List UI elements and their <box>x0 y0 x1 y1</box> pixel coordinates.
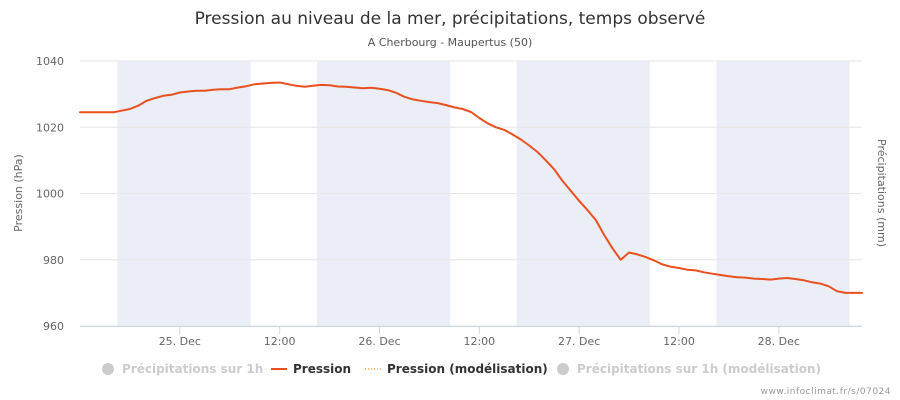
legend-item[interactable]: Précipitations sur 1h <box>122 362 263 376</box>
y-tick-label: 980 <box>43 254 64 267</box>
y-axis-ticks: 960 980 1000 1020 1040 <box>36 55 64 333</box>
y-axis-right-title: Précipitations (mm) <box>875 139 888 247</box>
chart-subtitle: A Cherbourg - Maupertus (50) <box>368 36 533 49</box>
series-layer <box>79 81 863 294</box>
legend-circle-icon <box>557 363 569 375</box>
y-tick-label: 1000 <box>36 188 64 201</box>
legend-item[interactable]: Pression (modélisation) <box>387 362 548 376</box>
series-line-pression[interactable] <box>79 81 863 294</box>
x-tick-label: 26. Dec <box>358 335 400 348</box>
x-tick-label: 25. Dec <box>159 335 201 348</box>
legend-circle-icon <box>102 363 114 375</box>
chart-title: Pression au niveau de la mer, précipitat… <box>195 9 706 29</box>
y-tick-label: 960 <box>43 320 64 333</box>
x-tick-label: 12:00 <box>264 335 296 348</box>
grid-lines <box>80 60 862 327</box>
y-tick-label: 1040 <box>36 55 64 68</box>
y-tick-label: 1020 <box>36 121 64 134</box>
x-tick-label: 12:00 <box>663 335 695 348</box>
y-axis-left-title: Pression (hPa) <box>12 154 25 232</box>
x-tick-label: 12:00 <box>463 335 495 348</box>
x-tick-label: 27. Dec <box>558 335 600 348</box>
legend-item[interactable]: Pression <box>293 362 351 376</box>
legend-item[interactable]: Précipitations sur 1h (modélisation) <box>577 362 821 376</box>
x-axis-ticks: 25. Dec 12:00 26. Dec 12:00 27. Dec 12:00 28. … <box>159 326 800 348</box>
legend: Précipitations sur 1h Pression Pression (m… <box>102 362 821 376</box>
x-tick-label: 28. Dec <box>758 335 800 348</box>
credit-link[interactable]: www.infoclimat.fr/s/07024 <box>761 387 891 397</box>
